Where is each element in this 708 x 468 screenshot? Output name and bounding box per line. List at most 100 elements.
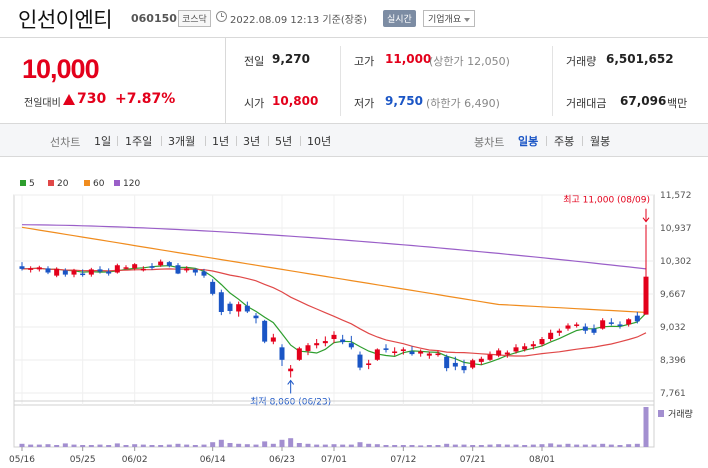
- y-tick-label: 9,032: [660, 323, 686, 333]
- period-1d[interactable]: 1일: [94, 135, 112, 148]
- company-info-dropdown[interactable]: 기업개요: [423, 10, 476, 27]
- caret-down-icon: [464, 17, 471, 22]
- candle: [582, 326, 588, 331]
- candle: [487, 354, 493, 360]
- volume-bar: [452, 444, 458, 447]
- divider: [546, 136, 547, 146]
- legend-swatch-20: [48, 180, 54, 186]
- candle: [626, 319, 632, 325]
- candle: [331, 334, 337, 340]
- volume-bar: [166, 444, 172, 447]
- volume-bar: [582, 444, 588, 447]
- candle: [244, 305, 250, 312]
- trade-amount-label: 거래대금: [566, 97, 607, 110]
- volume-frame: [13, 400, 655, 448]
- volume-bar: [123, 445, 129, 447]
- candle: [106, 271, 112, 274]
- candle: [62, 270, 68, 275]
- volume-bar: [279, 439, 285, 447]
- candle-weekly[interactable]: 주봉: [554, 135, 575, 148]
- volume-bar: [478, 445, 484, 447]
- y-tick-label: 8,396: [660, 356, 686, 366]
- volume-bar: [617, 445, 623, 447]
- candle: [383, 348, 389, 350]
- period-3y[interactable]: 3년: [243, 135, 261, 148]
- candlestick-chart[interactable]: 5 20 60 120 최고 11,000 (08/09) 최저 8,060 (06/2…: [0, 157, 708, 468]
- candle: [36, 267, 42, 270]
- min-price-label: 최저 8,060 (06/23): [250, 396, 331, 407]
- volume-bar: [574, 444, 580, 447]
- high-value: 11,000: [385, 52, 432, 66]
- ma-line-120: [21, 224, 647, 270]
- candle-chart-label: 봉차트: [474, 136, 505, 149]
- volume-bar: [19, 443, 25, 447]
- period-5y[interactable]: 5년: [275, 135, 293, 148]
- volume-bar: [296, 443, 302, 447]
- candle: [556, 330, 562, 333]
- candle-daily[interactable]: 일봉: [518, 135, 539, 148]
- x-tick-label: 08/01: [529, 455, 555, 465]
- legend-label-5: 5: [29, 179, 35, 189]
- candle: [236, 304, 242, 312]
- volume-bar: [114, 443, 120, 447]
- candle: [392, 351, 398, 353]
- candle: [496, 350, 502, 356]
- candle: [374, 349, 380, 360]
- candle: [539, 339, 545, 345]
- divider: [340, 46, 341, 116]
- volume-bar: [357, 442, 363, 447]
- candle: [348, 343, 354, 348]
- y-tick-label: 9,667: [660, 290, 686, 300]
- volume-bar: [80, 445, 86, 447]
- period-1w[interactable]: 1주일: [125, 135, 153, 148]
- candle: [88, 269, 94, 275]
- y-tick-label: 10,302: [660, 257, 692, 267]
- volume-bar: [140, 444, 146, 447]
- line-chart-label: 선차트: [50, 136, 81, 149]
- company-info-label: 기업개요: [428, 15, 462, 25]
- volume-bar: [288, 438, 294, 447]
- candle: [461, 366, 467, 371]
- volume-bar: [97, 444, 103, 447]
- volume-bar: [227, 443, 233, 447]
- volume-bar: [461, 444, 467, 447]
- candle: [470, 360, 476, 368]
- realtime-button[interactable]: 실시간: [383, 10, 416, 27]
- max-price-label: 최고 11,000 (08/09): [563, 195, 650, 206]
- current-price-box: 10,000 전일대비 730 +7.87%: [0, 38, 226, 124]
- volume-bar: [184, 444, 190, 447]
- candle: [530, 344, 536, 347]
- open-value: 10,800: [272, 94, 319, 108]
- x-tick-label: 05/25: [70, 455, 96, 465]
- candle: [426, 353, 432, 356]
- volume-bar: [132, 444, 138, 447]
- period-10y[interactable]: 10년: [307, 135, 332, 148]
- volume-bar: [314, 444, 320, 447]
- volume-bar: [106, 445, 112, 447]
- candle: [28, 268, 34, 270]
- volume-bar: [45, 444, 51, 447]
- candle: [478, 358, 484, 362]
- low-value: 9,750: [385, 94, 423, 108]
- candle: [114, 265, 120, 273]
- divider: [582, 136, 583, 146]
- candle: [314, 343, 320, 346]
- stock-chart[interactable]: 5 20 60 120 최고 11,000 (08/09) 최저 8,060 (06/2…: [0, 157, 708, 468]
- volume-bar: [366, 443, 372, 447]
- volume-bar: [201, 444, 207, 447]
- high-label: 고가: [354, 55, 375, 68]
- candle: [617, 324, 623, 326]
- volume-bar: [71, 444, 77, 447]
- volume-bar: [487, 444, 493, 447]
- candle-monthly[interactable]: 월봉: [590, 135, 611, 148]
- volume-bar: [236, 443, 242, 447]
- candle: [357, 354, 363, 368]
- candle: [435, 353, 441, 356]
- period-3m[interactable]: 3개월: [168, 135, 196, 148]
- volume-bar: [600, 443, 606, 447]
- candle: [175, 265, 181, 274]
- period-1y[interactable]: 1년: [212, 135, 230, 148]
- candle: [97, 269, 103, 272]
- stock-header: 인선이엔티 060150 코스닥 2022.08.09 12:13 기준(장중)…: [0, 0, 708, 38]
- candle: [322, 341, 328, 344]
